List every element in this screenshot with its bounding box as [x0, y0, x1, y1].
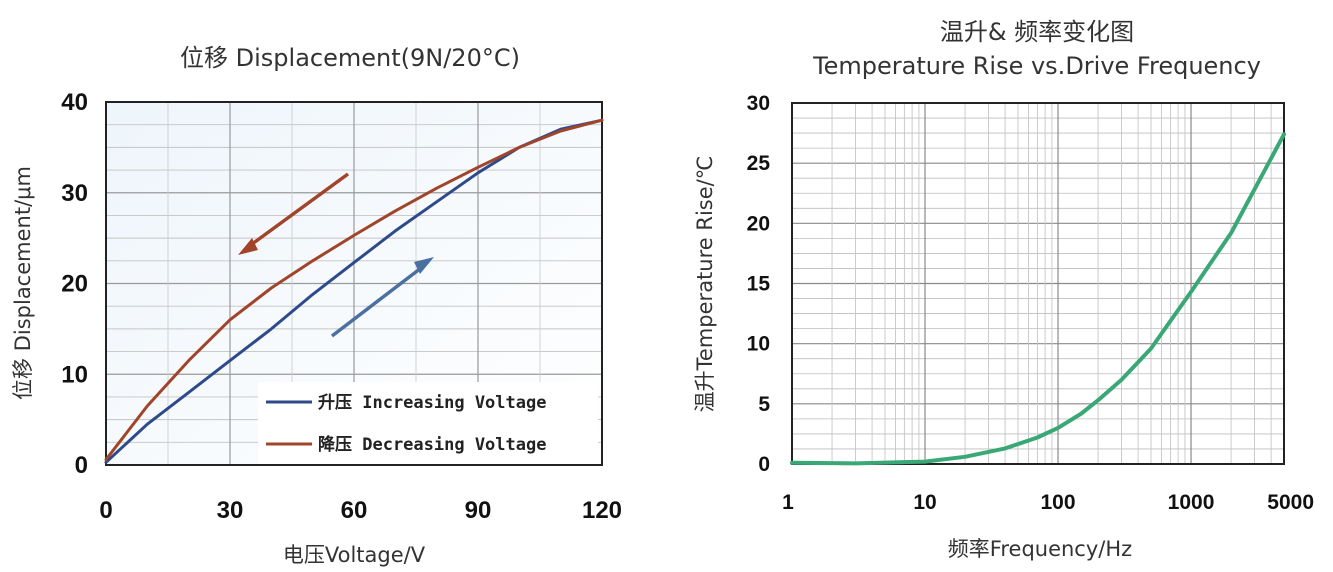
- increasing-arrow: [330, 263, 427, 338]
- y-tick-label: 30: [61, 180, 88, 207]
- y-tick-label: 10: [61, 361, 88, 388]
- series-lines: [104, 118, 604, 464]
- y-axis-label: 温升Temperature Rise/℃: [693, 156, 717, 413]
- y-tick-label: 0: [75, 452, 88, 479]
- x-tick-labels: 1 10 100 1000 5000: [782, 491, 1314, 514]
- x-tick-label: 0: [99, 497, 112, 524]
- x-tick-label: 100: [1040, 491, 1075, 514]
- y-tick-label: 10: [747, 333, 770, 356]
- y-tick-label: 0: [758, 453, 770, 476]
- chart-title: 位移 Displacement(9N/20°C): [180, 44, 520, 72]
- x-axis-label: 电压Voltage/V: [283, 543, 426, 567]
- y-tick-label: 5: [758, 393, 770, 416]
- x-tick-labels: 0 30 60 90 120: [99, 497, 622, 524]
- plot-frame: [105, 101, 603, 466]
- y-tick-label: 20: [747, 212, 770, 235]
- decreasing-arrowhead: [238, 238, 258, 255]
- y-tick-label: 30: [747, 92, 770, 115]
- series-line-temperature: [790, 132, 1286, 466]
- x-tick-label: 1000: [1168, 491, 1215, 514]
- chart-subtitle: Temperature Rise vs.Drive Frequency: [812, 52, 1261, 80]
- y-tick-label: 40: [61, 89, 88, 116]
- y-axis-label: 位移 Displacement/μm: [11, 166, 35, 400]
- temperature-chart: 温升& 频率变化图 Temperature Rise vs.Drive Freq…: [693, 18, 1314, 561]
- y-tick-label: 15: [747, 273, 771, 296]
- series-line-decreasing: [104, 118, 604, 462]
- x-tick-label: 5000: [1267, 491, 1314, 514]
- chart-title: 温升& 频率变化图: [940, 18, 1134, 46]
- x-axis-label: 频率Frequency/Hz: [948, 537, 1132, 561]
- legend-label-increasing: 升压 Increasing Voltage: [318, 393, 546, 413]
- decreasing-arrow: [246, 172, 350, 249]
- y-tick-labels: 0 10 20 30 40: [61, 89, 88, 479]
- y-tick-label: 20: [61, 271, 88, 298]
- y-tick-label: 25: [747, 152, 771, 175]
- x-tick-label: 60: [341, 497, 368, 524]
- increasing-arrowhead: [414, 257, 434, 274]
- displacement-chart: 位移 Displacement(9N/20°C) 0 10 20 30 40 0 30 60…: [11, 44, 622, 567]
- x-tick-label: 30: [217, 497, 244, 524]
- plot-frame: [791, 102, 1285, 465]
- x-tick-label: 10: [913, 491, 936, 514]
- x-tick-label: 120: [582, 497, 622, 524]
- legend-label-decreasing: 降压 Decreasing Voltage: [318, 434, 546, 455]
- legend-box: [258, 382, 598, 464]
- x-tick-label: 1: [782, 491, 794, 514]
- direction-arrows: [238, 172, 434, 338]
- x-tick-label: 90: [465, 497, 492, 524]
- legend: 升压 Increasing Voltage 降压 Decreasing Volt…: [258, 382, 598, 464]
- y-tick-labels: 0 5 10 15 20 25 30: [747, 92, 771, 476]
- series-lines: [790, 132, 1286, 466]
